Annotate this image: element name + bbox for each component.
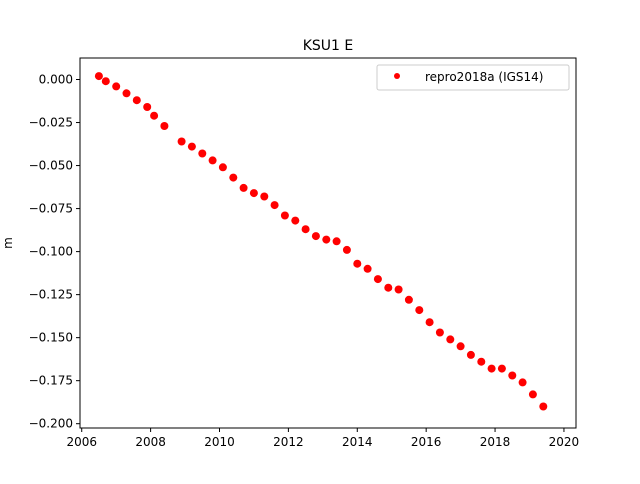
y-tick-label: −0.175: [29, 374, 73, 388]
data-point: [260, 192, 269, 201]
data-point: [322, 235, 331, 244]
y-tick-label: −0.150: [29, 331, 73, 345]
legend: repro2018a (IGS14): [376, 64, 570, 91]
data-point: [229, 173, 238, 182]
data-point: [112, 82, 121, 91]
data-point: [132, 96, 141, 105]
data-point: [456, 342, 465, 351]
data-point: [446, 335, 455, 344]
plot-frame: [79, 57, 577, 429]
data-point: [239, 183, 248, 192]
legend-marker: [394, 73, 400, 79]
data-point: [528, 390, 537, 399]
data-point: [497, 364, 506, 373]
legend-label: repro2018a (IGS14): [425, 70, 543, 84]
y-axis-label: m: [1, 237, 15, 249]
data-point: [394, 285, 403, 294]
data-point: [487, 364, 496, 373]
data-point: [249, 189, 258, 198]
x-tick-label: 2010: [204, 435, 235, 449]
data-point: [301, 225, 310, 234]
y-tick-label: −0.200: [29, 417, 73, 431]
y-tick-label: −0.050: [29, 159, 73, 173]
data-point: [435, 328, 444, 337]
data-point: [150, 111, 159, 120]
y-tick-label: −0.075: [29, 202, 73, 216]
data-point: [415, 306, 424, 315]
y-tick-label: −0.125: [29, 288, 73, 302]
y-tick-label: −0.100: [29, 245, 73, 259]
y-tick-label: −0.025: [29, 116, 73, 130]
data-point: [332, 237, 341, 246]
data-point: [311, 232, 320, 241]
data-point: [342, 245, 351, 254]
data-point: [270, 201, 279, 210]
data-point: [477, 357, 486, 366]
data-point: [353, 259, 362, 268]
x-tick-label: 2006: [66, 435, 97, 449]
data-points-layer: [94, 72, 548, 411]
data-point: [539, 402, 548, 411]
x-tick-label: 2014: [342, 435, 373, 449]
data-point: [466, 350, 475, 359]
chart-title: KSU1 E: [303, 38, 354, 54]
x-tick-label: 2020: [549, 435, 580, 449]
data-point: [425, 318, 434, 327]
data-point: [518, 378, 527, 387]
data-point: [373, 275, 382, 284]
data-point: [291, 216, 300, 225]
data-point: [198, 149, 207, 158]
data-point: [404, 295, 413, 304]
x-tick-label: 2008: [135, 435, 166, 449]
x-tick-label: 2018: [480, 435, 511, 449]
x-axis-ticks: 2006 2008 2010 2012 2014 2016 2018 2020: [66, 428, 579, 449]
data-point: [143, 103, 152, 111]
data-point: [122, 89, 131, 98]
y-axis-ticks: 0.000 −0.025 −0.050 −0.075 −0.100 −0.125 −0.15…: [29, 73, 80, 431]
data-point: [177, 137, 186, 146]
data-point: [160, 122, 169, 130]
data-point: [94, 72, 103, 81]
data-point: [101, 77, 110, 86]
data-point: [218, 163, 227, 172]
data-point: [280, 211, 289, 220]
x-tick-label: 2012: [273, 435, 304, 449]
x-tick-label: 2016: [411, 435, 442, 449]
data-point: [384, 283, 393, 292]
data-point: [363, 264, 372, 273]
data-point: [508, 371, 517, 380]
legend-box: [376, 64, 570, 91]
data-point: [187, 142, 196, 151]
y-tick-label: 0.000: [39, 73, 73, 87]
data-point: [208, 156, 217, 165]
